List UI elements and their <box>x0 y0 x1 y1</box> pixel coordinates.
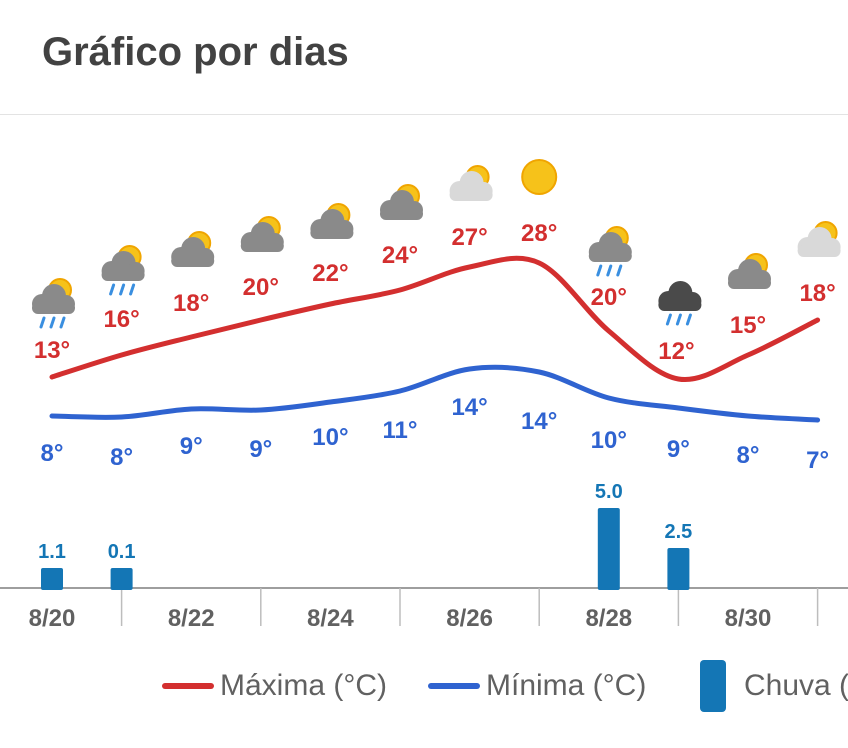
max-temp-label: 22° <box>312 260 348 287</box>
max-temp-label: 28° <box>521 220 557 247</box>
weather-chart: 8/20 8/22 8/24 8/26 8/28 8/30 1.1 0.1 5.0 2.5 13° 1… <box>0 115 848 640</box>
min-line-swatch <box>428 683 480 689</box>
legend-label-min: Mínima (°C) <box>486 669 646 703</box>
rain-bar[interactable] <box>667 548 689 590</box>
min-temp-label: 8° <box>41 440 64 467</box>
max-temp-label: 15° <box>730 312 766 339</box>
dark-cloud-rain-icon <box>658 281 701 324</box>
min-temp-label: 10° <box>312 424 348 451</box>
sun-cloud-icon <box>728 254 771 289</box>
max-temp-line <box>52 258 818 379</box>
page-title: Gráfico por dias <box>42 30 349 75</box>
legend-item-max[interactable]: Máxima (°C) <box>162 666 387 706</box>
rain-value-label: 5.0 <box>595 481 623 503</box>
min-temp-label: 8° <box>737 442 760 469</box>
rain-value-label: 1.1 <box>38 541 66 563</box>
min-temp-label: 9° <box>249 436 272 463</box>
x-tick-label: 8/24 <box>307 605 354 632</box>
min-temp-label: 9° <box>180 433 203 460</box>
legend-label-max: Máxima (°C) <box>220 669 387 703</box>
legend: Máxima (°C) Mínima (°C) Chuva ( <box>0 660 848 720</box>
min-temp-label: 10° <box>591 427 627 454</box>
rain-value-label: 2.5 <box>664 521 692 543</box>
min-temp-label: 7° <box>806 447 829 474</box>
max-temp-label: 12° <box>658 338 694 365</box>
x-tick-label: 8/22 <box>168 605 215 632</box>
min-temp-label: 14° <box>521 408 557 435</box>
rain-bar-swatch <box>700 660 726 712</box>
min-temp-label: 9° <box>667 436 690 463</box>
min-temp-label: 11° <box>383 417 418 444</box>
legend-item-rain[interactable]: Chuva ( <box>700 666 848 706</box>
sun-cloud-icon <box>380 185 423 220</box>
sun-cloud-rain-icon <box>32 279 75 327</box>
rain-bar[interactable] <box>111 568 133 590</box>
legend-item-min[interactable]: Mínima (°C) <box>428 666 646 706</box>
sun-icon <box>522 160 556 194</box>
sun-cloud-rain-icon <box>102 246 145 294</box>
legend-label-rain: Chuva ( <box>744 669 848 703</box>
sun-cloud-rain-icon <box>589 227 632 275</box>
max-temp-label: 20° <box>243 274 279 301</box>
x-tick-label: 8/30 <box>725 605 772 632</box>
max-temp-label: 24° <box>382 242 418 269</box>
sun-cloud-icon <box>171 232 214 267</box>
rain-value-label: 0.1 <box>108 541 136 563</box>
header: Gráfico por dias <box>0 0 848 115</box>
max-temp-label: 13° <box>34 337 70 364</box>
max-temp-label: 27° <box>451 224 487 251</box>
max-temp-label: 18° <box>173 290 209 317</box>
rain-bar[interactable] <box>598 508 620 590</box>
sun-cloud-light-icon <box>798 222 841 257</box>
max-temp-label: 18° <box>799 280 835 307</box>
x-tick-label: 8/28 <box>585 605 632 632</box>
x-tick-label: 8/20 <box>29 605 76 632</box>
rain-bar[interactable] <box>41 568 63 590</box>
max-line-swatch <box>162 683 214 689</box>
min-temp-label: 8° <box>110 444 133 471</box>
min-temp-label: 14° <box>451 394 487 421</box>
sun-cloud-light-icon <box>450 166 493 201</box>
sun-cloud-icon <box>241 217 284 252</box>
sun-cloud-icon <box>310 204 353 239</box>
max-temp-label: 20° <box>591 284 627 311</box>
max-temp-label: 16° <box>103 306 139 333</box>
x-tick-label: 8/26 <box>446 605 493 632</box>
